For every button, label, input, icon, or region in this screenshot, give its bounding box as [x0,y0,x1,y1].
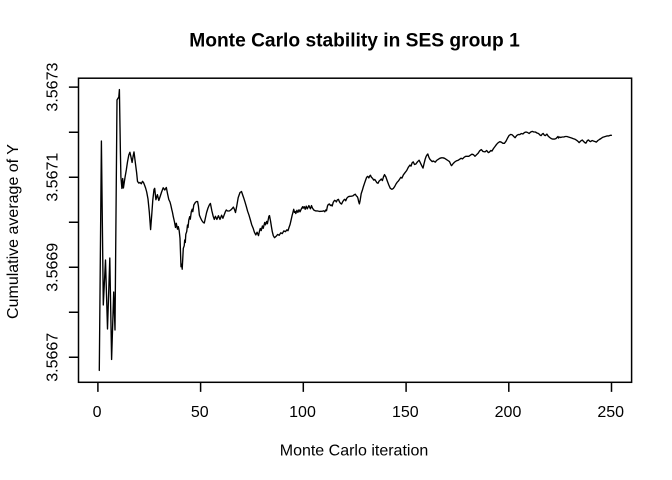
svg-text:150: 150 [392,404,419,421]
svg-text:50: 50 [191,404,209,421]
svg-text:3.5671: 3.5671 [45,153,62,202]
svg-text:200: 200 [495,404,522,421]
svg-text:250: 250 [597,404,624,421]
svg-text:3.5669: 3.5669 [45,243,62,292]
svg-text:Monte Carlo stability in SES g: Monte Carlo stability in SES group 1 [189,30,520,51]
svg-text:3.5673: 3.5673 [45,63,62,112]
svg-text:100: 100 [289,404,316,421]
svg-text:3.5667: 3.5667 [45,333,62,382]
svg-text:Cumulative average of Y: Cumulative average of Y [5,144,22,319]
svg-text:Monte Carlo iteration: Monte Carlo iteration [280,443,429,460]
svg-text:0: 0 [93,404,102,421]
